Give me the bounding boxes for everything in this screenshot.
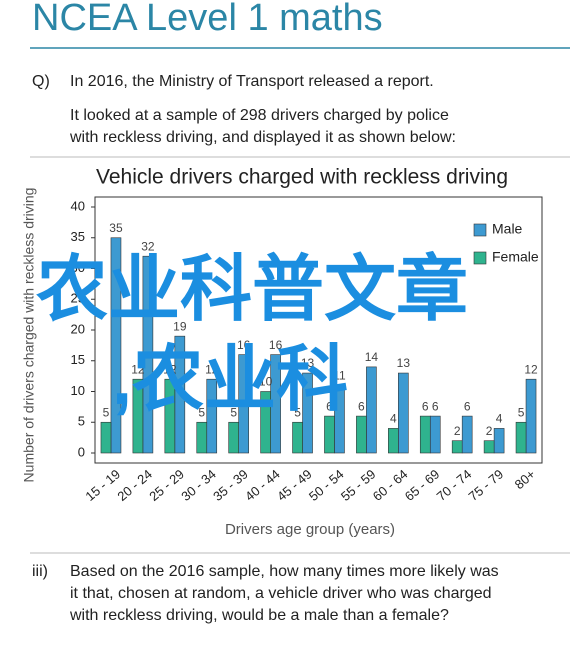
value-label: 6: [422, 399, 429, 413]
question-label: Q): [32, 73, 50, 90]
y-tick-label: 35: [71, 229, 85, 244]
x-tick-label: 65 - 69: [402, 466, 443, 504]
bar: [419, 415, 431, 454]
y-tick-label: 25: [71, 291, 85, 306]
x-tick-label: 75 - 79: [466, 466, 507, 504]
value-label: 6: [358, 399, 365, 413]
x-axis-title: Drivers age group (years): [225, 521, 395, 538]
y-tick-label: 40: [71, 198, 85, 213]
value-label: 35: [109, 221, 123, 235]
bar: [142, 255, 154, 454]
value-label: 13: [397, 356, 411, 370]
value-label: 5: [230, 405, 237, 419]
bar: [196, 421, 208, 454]
x-tick-label: 35 - 39: [210, 466, 251, 504]
x-tick-label: 50 - 54: [306, 466, 347, 504]
x-tick-label: 15 - 19: [82, 466, 123, 504]
bar: [398, 372, 409, 454]
bar: [164, 378, 176, 454]
bar: [388, 428, 399, 454]
part-line: it that, chosen at random, a vehicle dri…: [70, 585, 492, 602]
value-label: 16: [269, 338, 283, 352]
y-tick-label: 10: [71, 383, 85, 398]
question-line: with reckless driving, and displayed it …: [69, 129, 456, 146]
bar: [451, 440, 463, 454]
value-label: 4: [496, 412, 503, 426]
bar: [461, 415, 473, 454]
x-tick-label: 40 - 44: [242, 466, 283, 504]
bar: [324, 415, 335, 454]
bar: [302, 372, 313, 454]
y-tick-label: 0: [78, 444, 85, 459]
legend-label: Female: [492, 249, 539, 265]
chart-title: Vehicle drivers charged with reckless dr…: [96, 166, 508, 189]
bar: [132, 378, 144, 454]
y-tick-label: 5: [78, 414, 85, 429]
x-tick-label: 45 - 49: [274, 466, 315, 504]
x-tick-label: 20 - 24: [114, 466, 155, 504]
watermark-text: 农业科普文章: [36, 250, 468, 330]
x-tick-label: 25 - 29: [146, 466, 187, 504]
y-tick-label: 20: [71, 321, 85, 336]
value-label: 5: [198, 405, 205, 419]
bar: [429, 415, 441, 454]
value-label: 4: [390, 412, 397, 426]
bar: [228, 421, 239, 454]
bar: [238, 354, 249, 454]
bar: [493, 428, 505, 454]
value-label: 2: [486, 424, 493, 438]
legend-swatch: [473, 251, 487, 265]
value-label: 6: [464, 399, 471, 413]
value-label: 12: [524, 362, 538, 376]
part-line: Based on the 2016 sample, how many times…: [70, 563, 499, 580]
bar: [110, 237, 122, 454]
bar: [366, 366, 377, 454]
bar: [292, 421, 303, 454]
bar: [483, 440, 495, 454]
question-line: In 2016, the Ministry of Transport relea…: [70, 73, 434, 90]
value-label: 19: [173, 319, 187, 333]
question-line: It looked at a sample of 298 drivers cha…: [70, 107, 449, 124]
part-line: with reckless driving, would be a male t…: [69, 607, 449, 624]
value-label: 2: [454, 424, 461, 438]
x-tick-label: 55 - 59: [338, 466, 379, 504]
value-label: 32: [141, 239, 155, 253]
bar: [515, 421, 527, 454]
watermark: 农业科普文章 ,农业科: [36, 250, 468, 420]
x-tick-label: 80+: [512, 466, 539, 492]
y-axis-title: Number of drivers charged with reckless …: [21, 188, 37, 483]
bar: [260, 391, 271, 454]
legend-label: Male: [492, 221, 523, 237]
value-label: 12: [163, 362, 177, 376]
value-label: 13: [301, 356, 315, 370]
bar: [525, 378, 537, 454]
value-label: 6: [326, 399, 333, 413]
watermark-text: ,农业科: [112, 340, 348, 420]
value-label: 6: [432, 399, 439, 413]
value-label: 5: [518, 405, 525, 419]
value-label: 16: [237, 338, 251, 352]
bar: [356, 415, 367, 454]
y-tick-label: 15: [71, 352, 85, 367]
legend-swatch: [473, 223, 487, 237]
bar: [100, 421, 112, 454]
header-title: NCEA Level 1 maths: [32, 0, 383, 39]
value-label: 5: [103, 405, 110, 419]
x-tick-label: 70 - 74: [434, 466, 475, 504]
x-tick-label: 30 - 34: [178, 466, 219, 504]
value-label: 11: [333, 369, 346, 383]
part-label: iii): [32, 563, 48, 580]
value-label: 12: [131, 362, 145, 376]
value-label: 12: [205, 362, 219, 376]
x-tick-label: 60 - 64: [370, 466, 411, 504]
value-label: 10: [259, 375, 273, 389]
bar: [206, 378, 218, 454]
value-label: 14: [365, 350, 379, 364]
value-label: 5: [294, 405, 301, 419]
y-tick-label: 30: [71, 260, 85, 275]
